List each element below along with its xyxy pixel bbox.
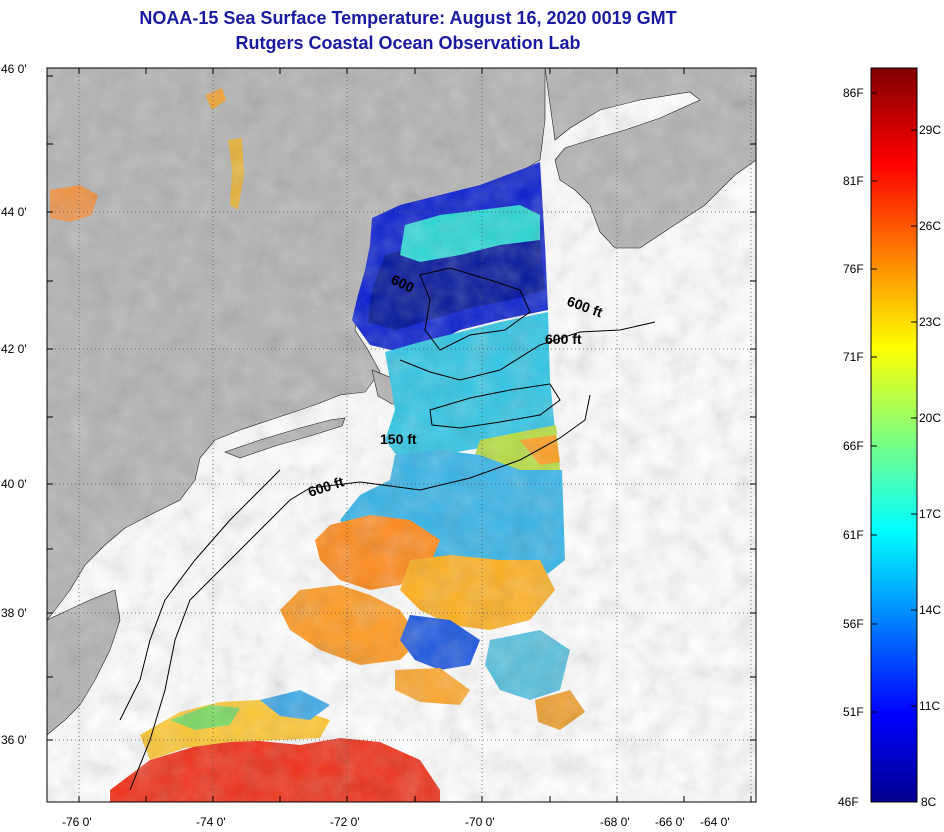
colorbar-c-8: 8C bbox=[921, 795, 937, 809]
colorbar-f-46: 46F bbox=[838, 795, 859, 809]
chart-title: NOAA-15 Sea Surface Temperature: August … bbox=[139, 8, 677, 28]
colorbar-gradient bbox=[870, 67, 918, 803]
colorbar: 86F 81F 76F 71F 66F 61F 56F 51F 46F 29C … bbox=[838, 67, 941, 809]
map-content bbox=[47, 68, 756, 802]
colorbar-f-71: 71F bbox=[843, 350, 864, 364]
lon-label-72: -72 0' bbox=[330, 815, 360, 829]
colorbar-f-51: 51F bbox=[843, 705, 864, 719]
colorbar-c-11: 11C bbox=[919, 699, 940, 713]
lat-label-40: 40 0' bbox=[1, 477, 27, 491]
longitude-labels: -76 0' -74 0' -72 0' -70 0' -68 0' -66 0… bbox=[62, 815, 730, 829]
contour-label-600ft-georges: 600 ft bbox=[545, 331, 582, 347]
contour-600ft-georges bbox=[399, 321, 656, 381]
colorbar-f-86: 86F bbox=[843, 86, 864, 100]
contour-150ft bbox=[119, 469, 281, 721]
lon-label-66: -66 0' bbox=[655, 815, 685, 829]
lon-label-64: -64 0' bbox=[700, 815, 730, 829]
colorbar-f-66: 66F bbox=[843, 439, 864, 453]
lat-label-36: 36 0' bbox=[1, 733, 27, 747]
bathymetry-contours bbox=[119, 267, 656, 791]
lon-label-68: -68 0' bbox=[600, 815, 630, 829]
colorbar-f-76: 76F bbox=[843, 262, 864, 276]
colorbar-c-20: 20C bbox=[919, 411, 941, 425]
colorbar-c-29: 29C bbox=[919, 123, 941, 137]
lon-label-70: -70 0' bbox=[465, 815, 495, 829]
colorbar-f-56: 56F bbox=[843, 617, 864, 631]
sst-swath bbox=[47, 68, 756, 802]
contour-label-150ft: 150 ft bbox=[380, 431, 417, 447]
sst-texture bbox=[47, 68, 756, 802]
colorbar-c-17: 17C bbox=[919, 507, 941, 521]
lat-label-42: 42 0' bbox=[1, 342, 27, 356]
lat-label-44: 44 0' bbox=[1, 205, 27, 219]
axis-ticks bbox=[47, 68, 756, 802]
colorbar-c-26: 26C bbox=[919, 219, 941, 233]
chart-subtitle: Rutgers Coastal Ocean Observation Lab bbox=[235, 33, 581, 53]
colorbar-f-61: 61F bbox=[843, 528, 864, 542]
contour-600ft-shelf bbox=[129, 394, 591, 791]
lon-label-74: -74 0' bbox=[196, 815, 226, 829]
latitude-labels: 46 0' 44 0' 42 0' 40 0' 38 0' 36 0' bbox=[1, 62, 27, 747]
map-frame bbox=[46, 67, 757, 803]
contour-gulf-maine bbox=[419, 267, 531, 351]
lat-label-46: 46 0' bbox=[1, 62, 27, 76]
lon-label-76: -76 0' bbox=[62, 815, 92, 829]
lat-label-38: 38 0' bbox=[1, 606, 27, 620]
colorbar-c-14: 14C bbox=[919, 603, 941, 617]
colorbar-f-81: 81F bbox=[843, 174, 864, 188]
colorbar-c-23: 23C bbox=[919, 315, 941, 329]
contour-georges-bank bbox=[429, 383, 561, 429]
